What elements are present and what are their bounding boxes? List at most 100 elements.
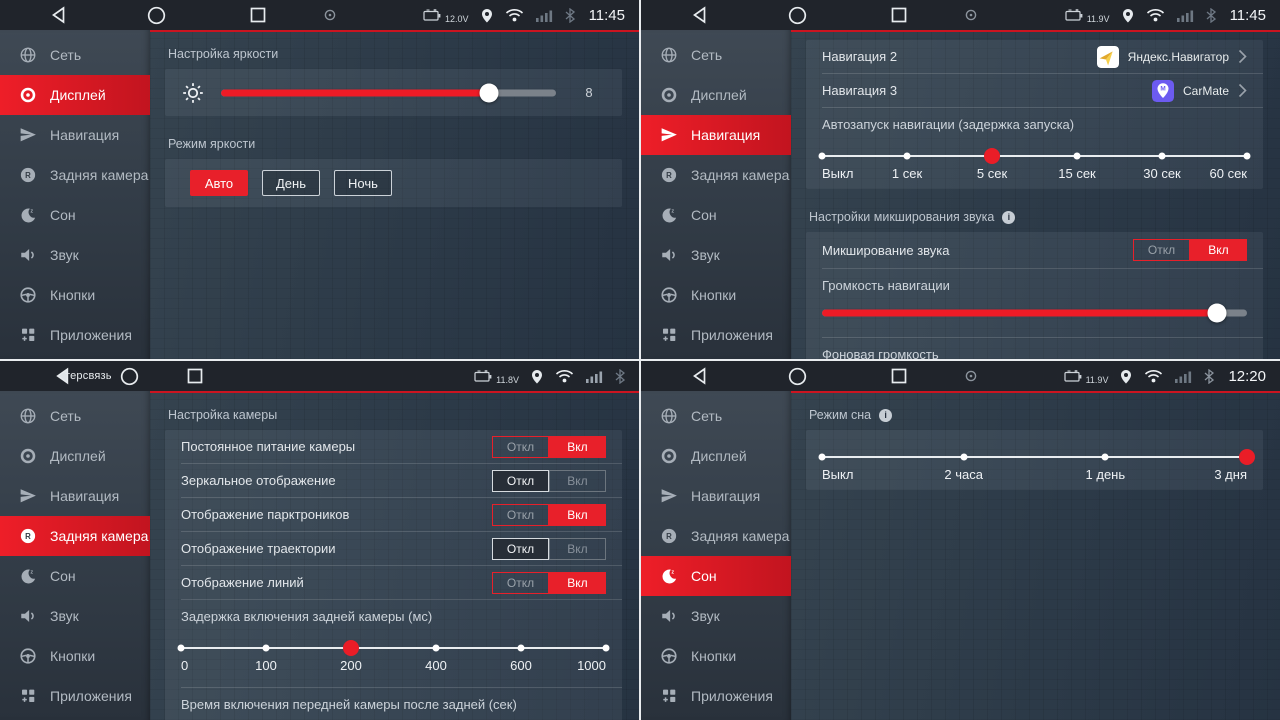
slider-stop[interactable] — [818, 152, 826, 160]
app-indicator-icon — [965, 370, 977, 382]
sidebar-item-buttons[interactable]: Кнопки — [641, 636, 791, 676]
sidebar-item-sleep[interactable]: z Сон — [0, 556, 150, 596]
nav-volume-slider[interactable] — [822, 302, 1247, 324]
toggle-off-button[interactable]: Откл — [492, 537, 549, 560]
slider-stop[interactable] — [177, 644, 185, 652]
slider-thumb[interactable] — [984, 148, 1000, 164]
toggle-on-button[interactable]: Вкл — [549, 503, 606, 526]
slider-thumb[interactable] — [1207, 303, 1227, 323]
sidebar-item-sound[interactable]: Звук — [641, 235, 791, 275]
camera-delay-slider[interactable]: 0 100 200 400 600 1000 — [177, 638, 610, 681]
sleep-mode-slider[interactable]: Выкл 2 часа 1 день 3 дня — [818, 447, 1255, 490]
back-icon[interactable] — [691, 367, 708, 385]
home-icon[interactable] — [147, 6, 166, 25]
sidebar-item-sleep[interactable]: z Сон — [641, 556, 791, 596]
slider-stop[interactable] — [432, 644, 440, 652]
back-icon[interactable] — [54, 367, 71, 385]
toggle-off-button[interactable]: Откл — [492, 435, 549, 458]
slider-stop[interactable] — [1101, 453, 1109, 461]
sidebar-item-display[interactable]: Дисплей — [0, 436, 150, 476]
toggle-off-button[interactable]: Откл — [1133, 239, 1190, 261]
sidebar-item-sound[interactable]: Звук — [0, 235, 150, 275]
sidebar-item-label: Задняя камера — [691, 167, 790, 183]
slider-stop[interactable] — [1073, 152, 1081, 160]
sidebar-item-display[interactable]: Дисплей — [0, 75, 150, 115]
toggle-on-button[interactable]: Вкл — [549, 537, 606, 560]
back-icon[interactable] — [691, 6, 708, 24]
sidebar-item-navigation[interactable]: Навигация — [0, 476, 150, 516]
sidebar-item-label: Приложения — [691, 327, 773, 343]
recents-icon[interactable] — [250, 7, 266, 23]
slider-thumb[interactable] — [479, 83, 499, 102]
sidebar-item-navigation[interactable]: Навигация — [641, 476, 791, 516]
sidebar-item-network[interactable]: Сеть — [0, 35, 150, 75]
brightness-mode-button[interactable]: Авто — [190, 170, 248, 196]
sidebar-item-buttons[interactable]: Кнопки — [0, 275, 150, 315]
toggle-on-button[interactable]: Вкл — [549, 571, 606, 594]
sidebar-item-apps[interactable]: Приложения — [0, 315, 150, 355]
recents-icon[interactable] — [187, 368, 203, 384]
sidebar-item-rear-camera[interactable]: R Задняя камера — [0, 155, 150, 195]
sidebar-item-sleep[interactable]: z Сон — [641, 195, 791, 235]
recents-icon[interactable] — [891, 7, 907, 23]
slider-track[interactable] — [822, 309, 1247, 317]
toggle-on-button[interactable]: Вкл — [549, 435, 606, 458]
slider-track[interactable] — [221, 89, 556, 96]
sidebar-item-apps[interactable]: Приложения — [0, 676, 150, 716]
slider-stop[interactable] — [960, 453, 968, 461]
toggle-off-button[interactable]: Откл — [492, 571, 549, 594]
slider-thumb[interactable] — [1239, 449, 1255, 465]
slider-stop[interactable] — [1243, 152, 1251, 160]
slider-stop[interactable] — [903, 152, 911, 160]
slider-track[interactable] — [181, 647, 606, 649]
sidebar-item-buttons[interactable]: Кнопки — [0, 636, 150, 676]
back-icon[interactable] — [50, 6, 67, 24]
sidebar-item-network[interactable]: Сеть — [641, 35, 791, 75]
slider-stop[interactable] — [1158, 152, 1166, 160]
brightness-slider[interactable] — [221, 82, 556, 104]
sidebar-item-navigation[interactable]: Навигация — [641, 115, 791, 155]
sidebar-item-rear-camera[interactable]: R Задняя камера — [641, 155, 791, 195]
sidebar-item-display[interactable]: Дисплей — [641, 75, 791, 115]
navigation-apps-panel: Навигация 2 Яндекс.Навигатор Навигация 3… — [806, 40, 1263, 189]
quadrant-display: 12.0V 11:45 Сеть Дисплей Навигация R Задняя … — [0, 0, 639, 359]
sidebar-item-rear-camera[interactable]: R Задняя камера — [0, 516, 150, 556]
sidebar-item-sound[interactable]: Звук — [641, 596, 791, 636]
home-icon[interactable] — [788, 367, 807, 386]
toggle-on-button[interactable]: Вкл — [1190, 239, 1247, 261]
nav2-row[interactable]: Навигация 2 Яндекс.Навигатор — [806, 40, 1263, 73]
battery-voltage: 11.8V — [496, 374, 519, 385]
app-indicator-icon — [324, 9, 336, 21]
sidebar-item-buttons[interactable]: Кнопки — [641, 275, 791, 315]
sidebar-item-display[interactable]: Дисплей — [641, 436, 791, 476]
info-icon[interactable]: i — [879, 408, 893, 422]
brightness-mode-button[interactable]: Ночь — [334, 170, 392, 196]
slider-thumb[interactable] — [343, 640, 359, 656]
sidebar-item-navigation[interactable]: Навигация — [0, 115, 150, 155]
info-icon[interactable]: i — [1002, 210, 1016, 224]
slider-stop[interactable] — [517, 644, 525, 652]
toggle-off-button[interactable]: Откл — [492, 469, 549, 492]
slider-stop[interactable] — [602, 644, 610, 652]
sidebar-item-network[interactable]: Сеть — [641, 396, 791, 436]
brightness-mode-button[interactable]: День — [262, 170, 320, 196]
sidebar-item-sound[interactable]: Звук — [0, 596, 150, 636]
recents-icon[interactable] — [891, 368, 907, 384]
on-off-toggle: Откл Вкл — [492, 435, 606, 458]
autostart-slider[interactable]: Выкл 1 сек 5 сек 15 сек 30 сек 60 сек — [818, 146, 1251, 189]
slider-track[interactable] — [822, 456, 1247, 458]
sidebar-item-apps[interactable]: Приложения — [641, 676, 791, 716]
home-icon[interactable] — [788, 6, 807, 25]
chevron-right-icon — [1238, 83, 1247, 98]
slider-track[interactable] — [822, 155, 1247, 157]
sidebar-item-sleep[interactable]: z Сон — [0, 195, 150, 235]
toggle-on-button[interactable]: Вкл — [549, 469, 606, 492]
home-icon[interactable] — [120, 367, 139, 386]
sidebar-item-apps[interactable]: Приложения — [641, 315, 791, 355]
slider-stop[interactable] — [262, 644, 270, 652]
sidebar-item-rear-camera[interactable]: R Задняя камера — [641, 516, 791, 556]
slider-stop[interactable] — [818, 453, 826, 461]
sidebar-item-network[interactable]: Сеть — [0, 396, 150, 436]
nav3-row[interactable]: Навигация 3 M CarMate — [806, 74, 1263, 107]
toggle-off-button[interactable]: Откл — [492, 503, 549, 526]
